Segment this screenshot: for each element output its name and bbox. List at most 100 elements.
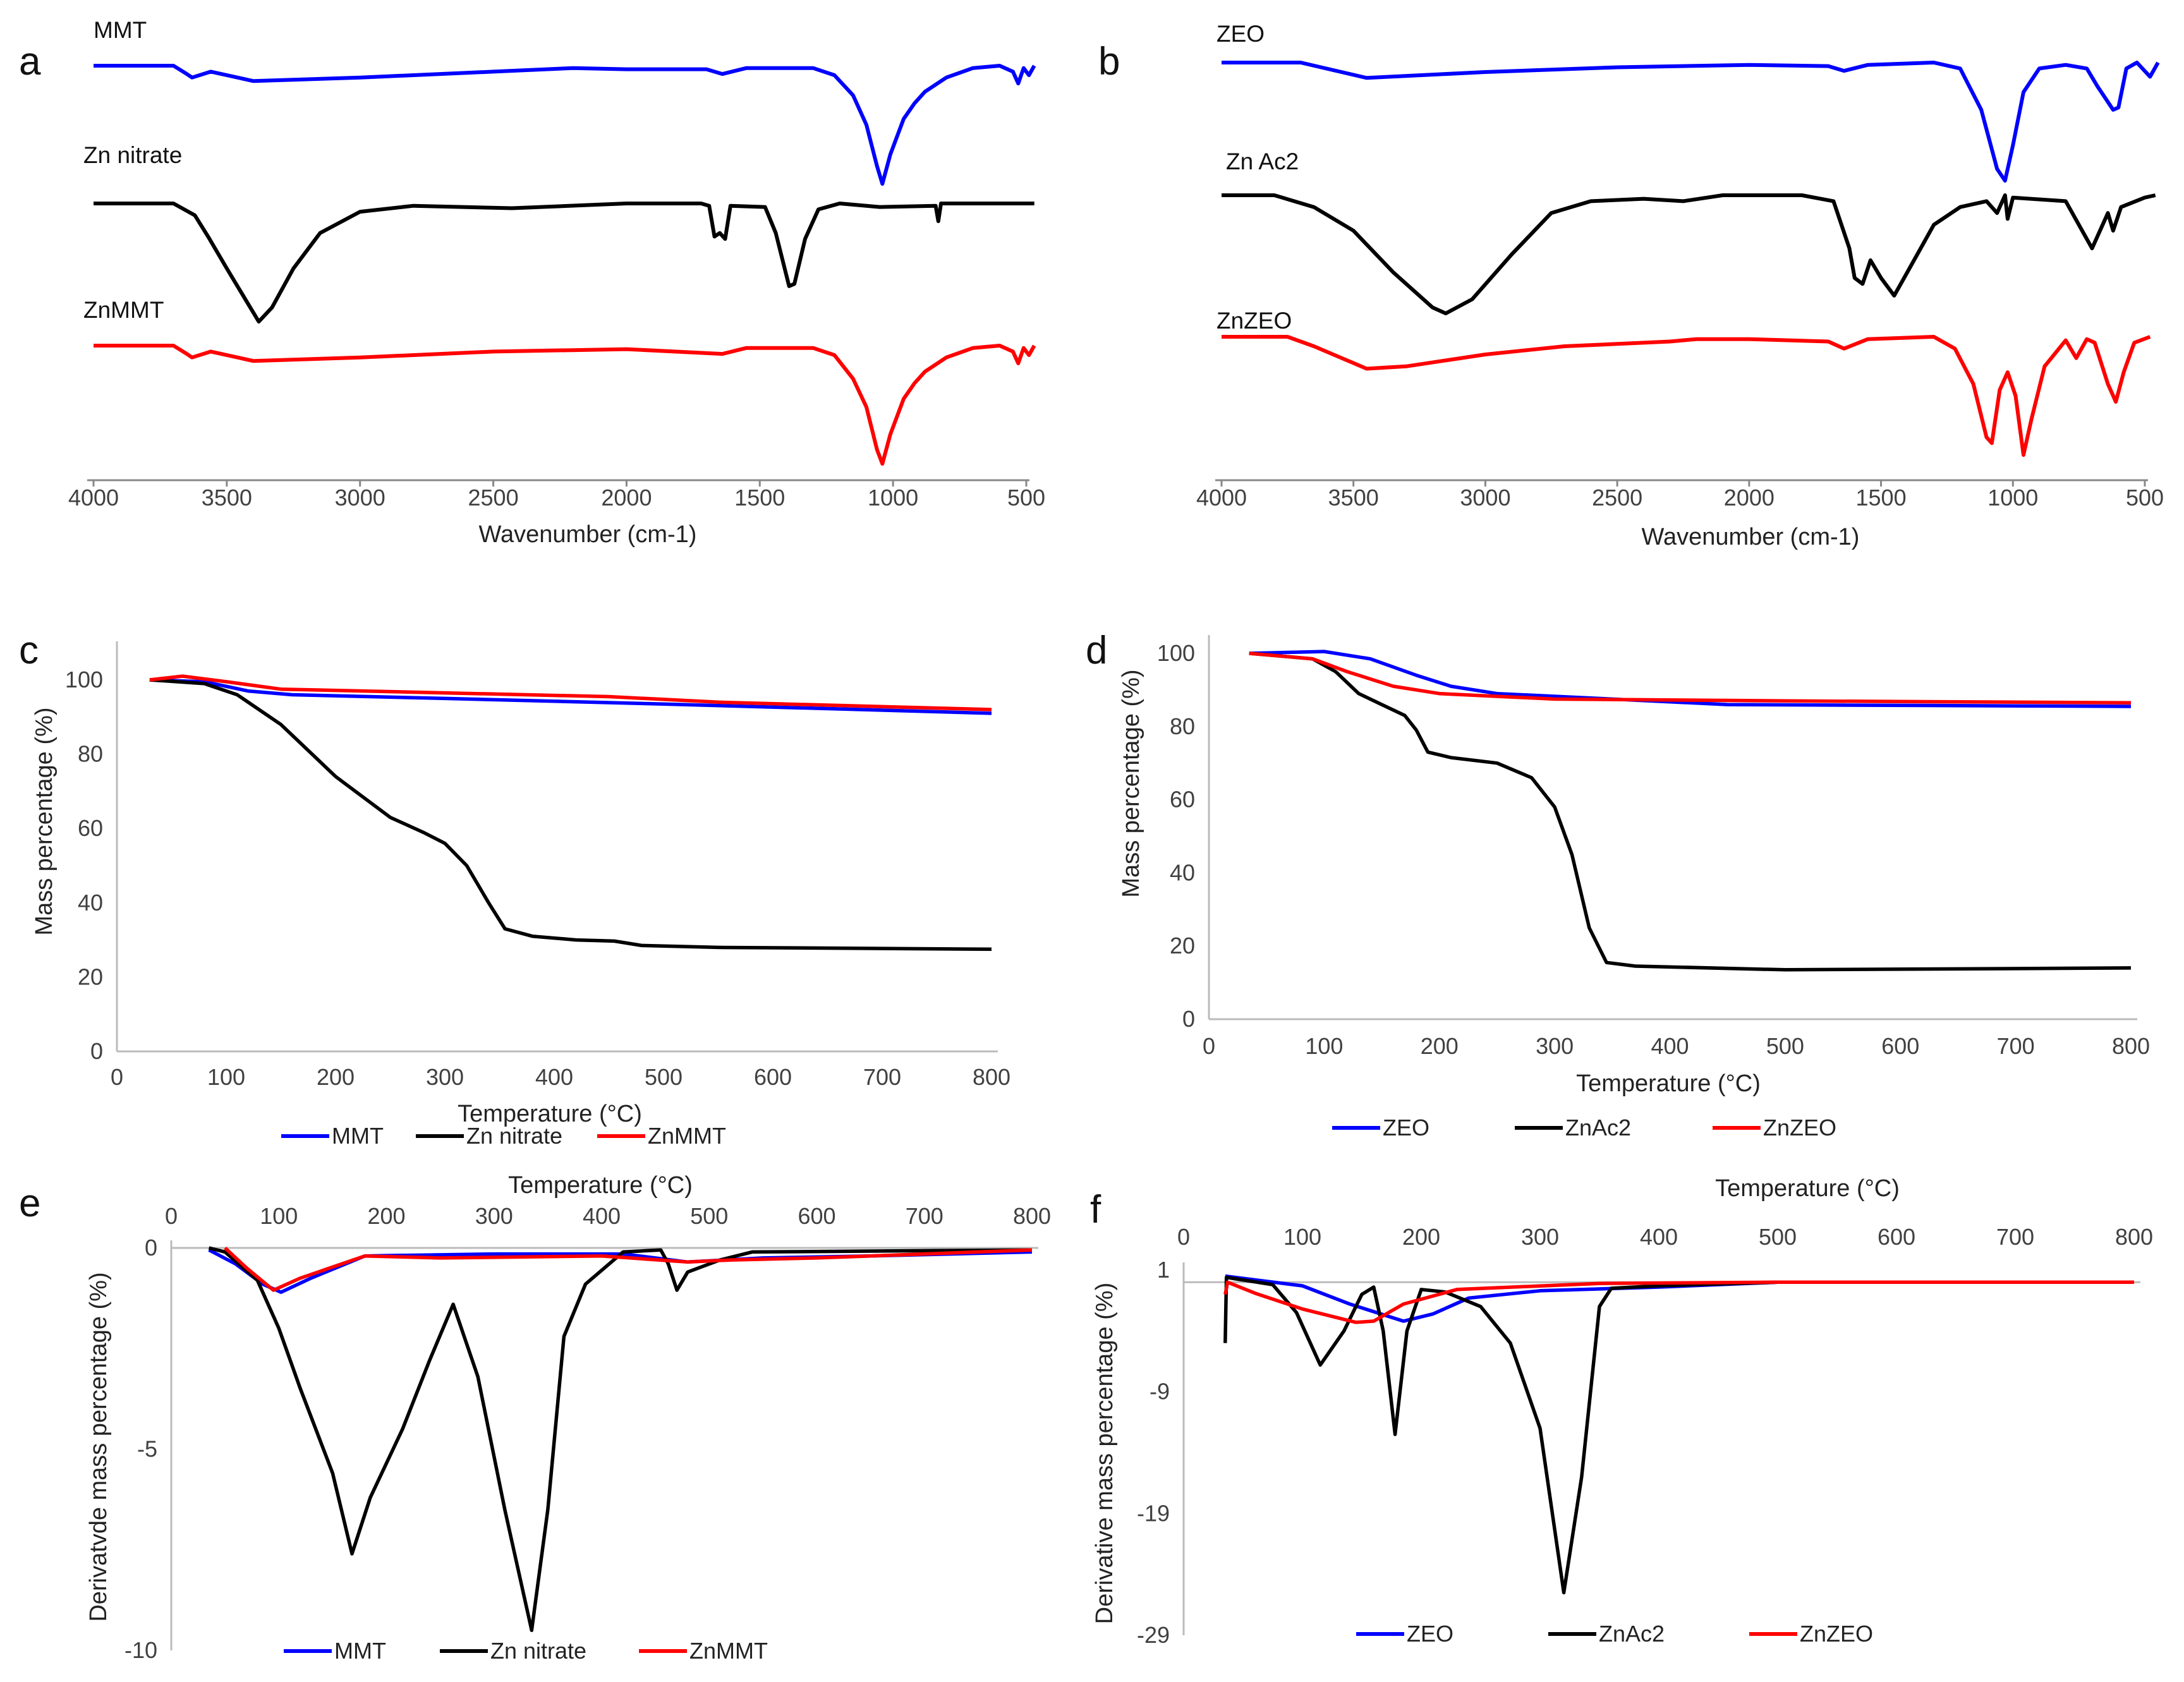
x-tick-label: 2500 <box>1592 485 1642 511</box>
y-tick-label: 1 <box>1157 1257 1170 1283</box>
panel-letter-c: c <box>19 629 39 672</box>
series-line-mmt <box>149 678 992 715</box>
x-tick-label: 1500 <box>734 485 785 511</box>
x-tick-label: 200 <box>317 1064 355 1090</box>
x-tick-label: 0 <box>1177 1224 1190 1250</box>
x-tick-label: 0 <box>111 1064 123 1090</box>
x-tick-label: 600 <box>1881 1033 1919 1059</box>
y-tick-label: 80 <box>78 741 103 767</box>
x-tick-label: 300 <box>426 1064 464 1090</box>
legend-label: Zn nitrate <box>490 1638 586 1664</box>
series-line-zn-ac2 <box>1222 193 2156 315</box>
series-line-znac2 <box>1223 1275 2134 1595</box>
legend-label: ZnZEO <box>1800 1621 1873 1647</box>
y-axis-label: Derivative mass percentage (%) <box>1091 1283 1118 1625</box>
x-tick-label: 600 <box>1878 1224 1915 1250</box>
x-axis-label: Temperature (°C) <box>508 1172 693 1199</box>
series-line-zn-nitrate <box>94 202 1034 324</box>
x-tick-label: 400 <box>535 1064 573 1090</box>
x-tick-label: 100 <box>260 1203 298 1229</box>
legend-label: Zn nitrate <box>466 1123 562 1149</box>
series-line-znac2 <box>1249 651 2132 972</box>
legend-label: ZnAc2 <box>1599 1621 1665 1647</box>
x-tick-label: 400 <box>583 1203 621 1229</box>
legend-label: ZnAc2 <box>1565 1115 1631 1140</box>
x-axis-label: Wavenumber (cm-1) <box>479 521 697 548</box>
y-tick-label: 60 <box>1170 787 1195 813</box>
x-tick-label: 100 <box>1283 1224 1321 1250</box>
series-title: Zn nitrate <box>83 142 182 168</box>
x-tick-label: 1000 <box>1987 485 2038 511</box>
y-tick-label: 0 <box>90 1038 103 1064</box>
x-tick-label: 300 <box>1536 1033 1574 1059</box>
y-axis-label: Derivatvde mass percentage (%) <box>85 1272 112 1621</box>
x-tick-label: 1000 <box>868 485 918 511</box>
x-tick-label: 800 <box>973 1064 1010 1090</box>
x-tick-label: 3000 <box>335 485 385 511</box>
y-axis-label: Mass percentage (%) <box>31 707 58 935</box>
x-tick-label: 400 <box>1640 1224 1678 1250</box>
legend-label: ZEO <box>1407 1621 1453 1647</box>
y-tick-label: 100 <box>1157 640 1195 666</box>
panel-letter-f: f <box>1090 1188 1101 1231</box>
x-tick-label: 700 <box>906 1203 943 1229</box>
x-tick-label: 1500 <box>1856 485 1907 511</box>
series-line-znzeo <box>1222 335 2151 457</box>
legend-label: ZEO <box>1383 1115 1429 1140</box>
series-line-znzeo <box>1223 1280 2134 1324</box>
x-tick-label: 0 <box>165 1203 178 1229</box>
series-line-mmt <box>94 64 1036 186</box>
x-axis-label: Temperature (°C) <box>1576 1070 1761 1097</box>
series-line-zeo <box>1249 650 2132 708</box>
x-tick-label: 700 <box>1997 1033 2035 1059</box>
x-tick-label: 4000 <box>68 485 119 511</box>
series-line-znmmt <box>224 1246 1033 1292</box>
series-line-znmmt <box>149 674 992 711</box>
y-tick-label: -5 <box>137 1436 157 1462</box>
x-tick-label: 2000 <box>1724 485 1774 511</box>
y-tick-label: -9 <box>1150 1379 1170 1405</box>
x-tick-label: 800 <box>2115 1224 2153 1250</box>
y-tick-label: 40 <box>1170 859 1195 885</box>
x-tick-label: 200 <box>1402 1224 1440 1250</box>
x-axis-label: Temperature (°C) <box>458 1101 642 1127</box>
x-tick-label: 500 <box>2126 485 2164 511</box>
x-tick-label: 200 <box>1421 1033 1459 1059</box>
series-title: ZnMMT <box>83 297 164 323</box>
x-tick-label: 500 <box>645 1064 682 1090</box>
x-tick-label: 600 <box>754 1064 792 1090</box>
series-line-zn-nitrate <box>208 1246 1033 1632</box>
x-tick-label: 700 <box>1996 1224 2034 1250</box>
y-tick-label: 0 <box>145 1235 157 1261</box>
x-tick-label: 2500 <box>468 485 519 511</box>
panel-letter-d: d <box>1086 629 1107 672</box>
y-tick-label: 60 <box>78 815 103 841</box>
x-tick-label: 100 <box>207 1064 245 1090</box>
y-tick-label: 40 <box>78 890 103 916</box>
x-tick-label: 3000 <box>1460 485 1510 511</box>
y-tick-label: 80 <box>1170 713 1195 739</box>
x-tick-label: 800 <box>1013 1203 1051 1229</box>
x-tick-label: 500 <box>1007 485 1045 511</box>
panel-letter-a: a <box>19 40 41 83</box>
series-title: ZEO <box>1216 21 1265 47</box>
y-tick-label: 100 <box>65 667 103 693</box>
panel-letter-e: e <box>19 1182 40 1225</box>
legend-label: ZnMMT <box>689 1638 768 1664</box>
series-line-znmmt <box>94 344 1036 466</box>
series-title: MMT <box>94 17 147 43</box>
x-tick-label: 3500 <box>1328 485 1379 511</box>
y-tick-label: -19 <box>1137 1500 1170 1526</box>
x-tick-label: 4000 <box>1196 485 1247 511</box>
legend-label: MMT <box>334 1638 386 1664</box>
x-tick-label: 700 <box>863 1064 901 1090</box>
y-tick-label: -10 <box>124 1637 157 1663</box>
y-tick-label: 0 <box>1182 1006 1195 1032</box>
y-axis-label: Mass percentage (%) <box>1118 669 1144 897</box>
x-tick-label: 3500 <box>202 485 252 511</box>
series-line-zeo <box>1222 61 2160 183</box>
panel-letter-b: b <box>1098 40 1120 83</box>
series-line-znzeo <box>1249 651 2132 705</box>
x-tick-label: 600 <box>798 1203 835 1229</box>
